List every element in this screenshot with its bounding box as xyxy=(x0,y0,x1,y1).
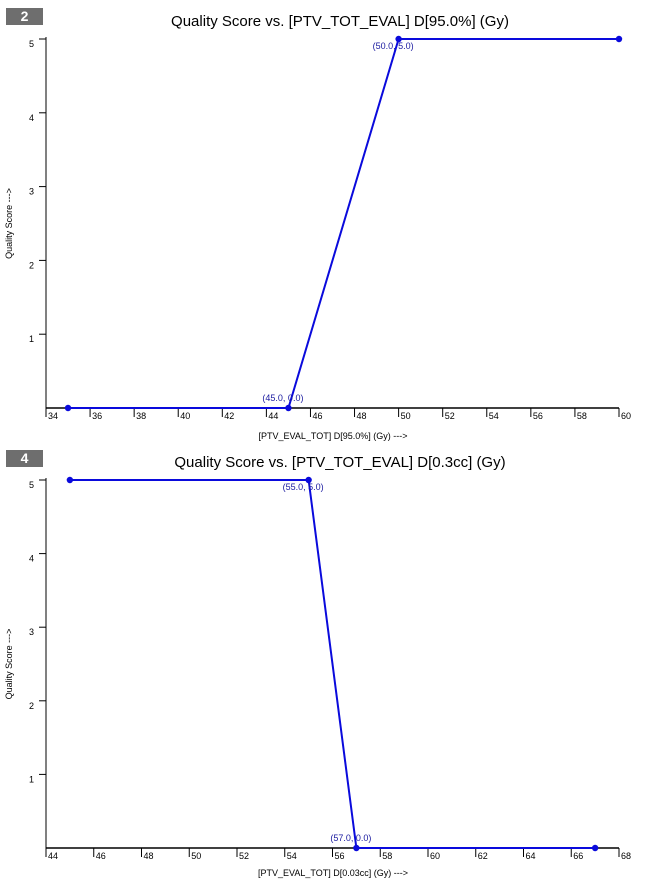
x-tick-label: 56 xyxy=(533,411,543,421)
x-tick-label: 64 xyxy=(526,851,536,861)
x-tick-label: 46 xyxy=(312,411,322,421)
y-tick-label: 4 xyxy=(29,554,34,564)
point-annotation: (55.0, 5.0) xyxy=(283,482,324,492)
y-tick-label: 2 xyxy=(29,260,34,270)
x-tick-label: 52 xyxy=(239,851,249,861)
series-line xyxy=(69,479,596,849)
x-tick-label: 54 xyxy=(489,411,499,421)
point-annotation: (57.0, 0.0) xyxy=(330,833,371,843)
x-axis-label: [PTV_EVAL_TOT] D[0.03cc] (Gy) ---> xyxy=(258,868,408,878)
x-tick-label: 48 xyxy=(144,851,154,861)
x-tick-label: 52 xyxy=(445,411,455,421)
x-tick-label: 44 xyxy=(48,851,58,861)
x-tick-label: 58 xyxy=(577,411,587,421)
x-tick-label: 60 xyxy=(621,411,631,421)
x-tick-label: 40 xyxy=(180,411,190,421)
x-tick-label: 46 xyxy=(96,851,106,861)
chart-title: Quality Score vs. [PTV_TOT_EVAL] D[95.0%… xyxy=(171,13,509,30)
x-tick-label: 48 xyxy=(357,411,367,421)
x-tick-label: 50 xyxy=(191,851,201,861)
data-point[interactable] xyxy=(591,844,599,852)
data-point[interactable] xyxy=(353,844,360,852)
y-tick-label: 4 xyxy=(29,113,34,123)
x-tick-label: 68 xyxy=(621,851,631,861)
y-tick-label: 5 xyxy=(29,39,34,49)
x-tick-label: 54 xyxy=(287,851,297,861)
x-tick-label: 42 xyxy=(224,411,234,421)
y-tick-label: 1 xyxy=(29,774,34,784)
quality-score-chart-d003cc: Quality Score vs. [PTV_TOT_EVAL] D[0.3cc… xyxy=(4,454,631,878)
chart-panel-2: 4 Quality Score vs. [PTV_TOT_EVAL] D[0.3… xyxy=(0,445,659,887)
chart-index-badge: 4 xyxy=(6,450,43,467)
x-tick-label: 36 xyxy=(92,411,102,421)
y-axis-label: Quality Score ---> xyxy=(4,188,14,259)
data-point[interactable] xyxy=(285,404,292,412)
series-line xyxy=(68,38,619,409)
quality-score-chart-d95: Quality Score vs. [PTV_TOT_EVAL] D[95.0%… xyxy=(4,13,631,441)
data-point[interactable] xyxy=(64,404,72,412)
data-point[interactable] xyxy=(305,476,312,484)
x-tick-label: 60 xyxy=(430,851,440,861)
y-axis-label: Quality Score ---> xyxy=(4,629,14,700)
chart-panel-1: 2 Quality Score vs. [PTV_TOT_EVAL] D[95.… xyxy=(0,0,659,441)
x-tick-label: 58 xyxy=(382,851,392,861)
x-tick-label: 62 xyxy=(478,851,488,861)
y-tick-label: 5 xyxy=(29,480,34,490)
x-tick-label: 56 xyxy=(335,851,345,861)
y-tick-label: 1 xyxy=(29,334,34,344)
data-point[interactable] xyxy=(395,35,402,43)
x-tick-label: 66 xyxy=(573,851,583,861)
x-tick-label: 44 xyxy=(268,411,278,421)
x-tick-label: 38 xyxy=(136,411,146,421)
x-axis-label: [PTV_EVAL_TOT] D[95.0%] (Gy) ---> xyxy=(259,431,408,441)
point-annotation: (50.0, 5.0) xyxy=(373,41,414,51)
y-tick-label: 3 xyxy=(29,187,34,197)
point-annotation: (45.0, 0.0) xyxy=(262,393,303,403)
y-tick-label: 2 xyxy=(29,701,34,711)
x-tick-label: 50 xyxy=(401,411,411,421)
chart-index-badge: 2 xyxy=(6,8,43,25)
chart-title: Quality Score vs. [PTV_TOT_EVAL] D[0.3cc… xyxy=(174,454,505,471)
data-point[interactable] xyxy=(66,476,74,484)
y-tick-label: 3 xyxy=(29,627,34,637)
data-point[interactable] xyxy=(615,35,623,43)
x-tick-label: 34 xyxy=(48,411,58,421)
